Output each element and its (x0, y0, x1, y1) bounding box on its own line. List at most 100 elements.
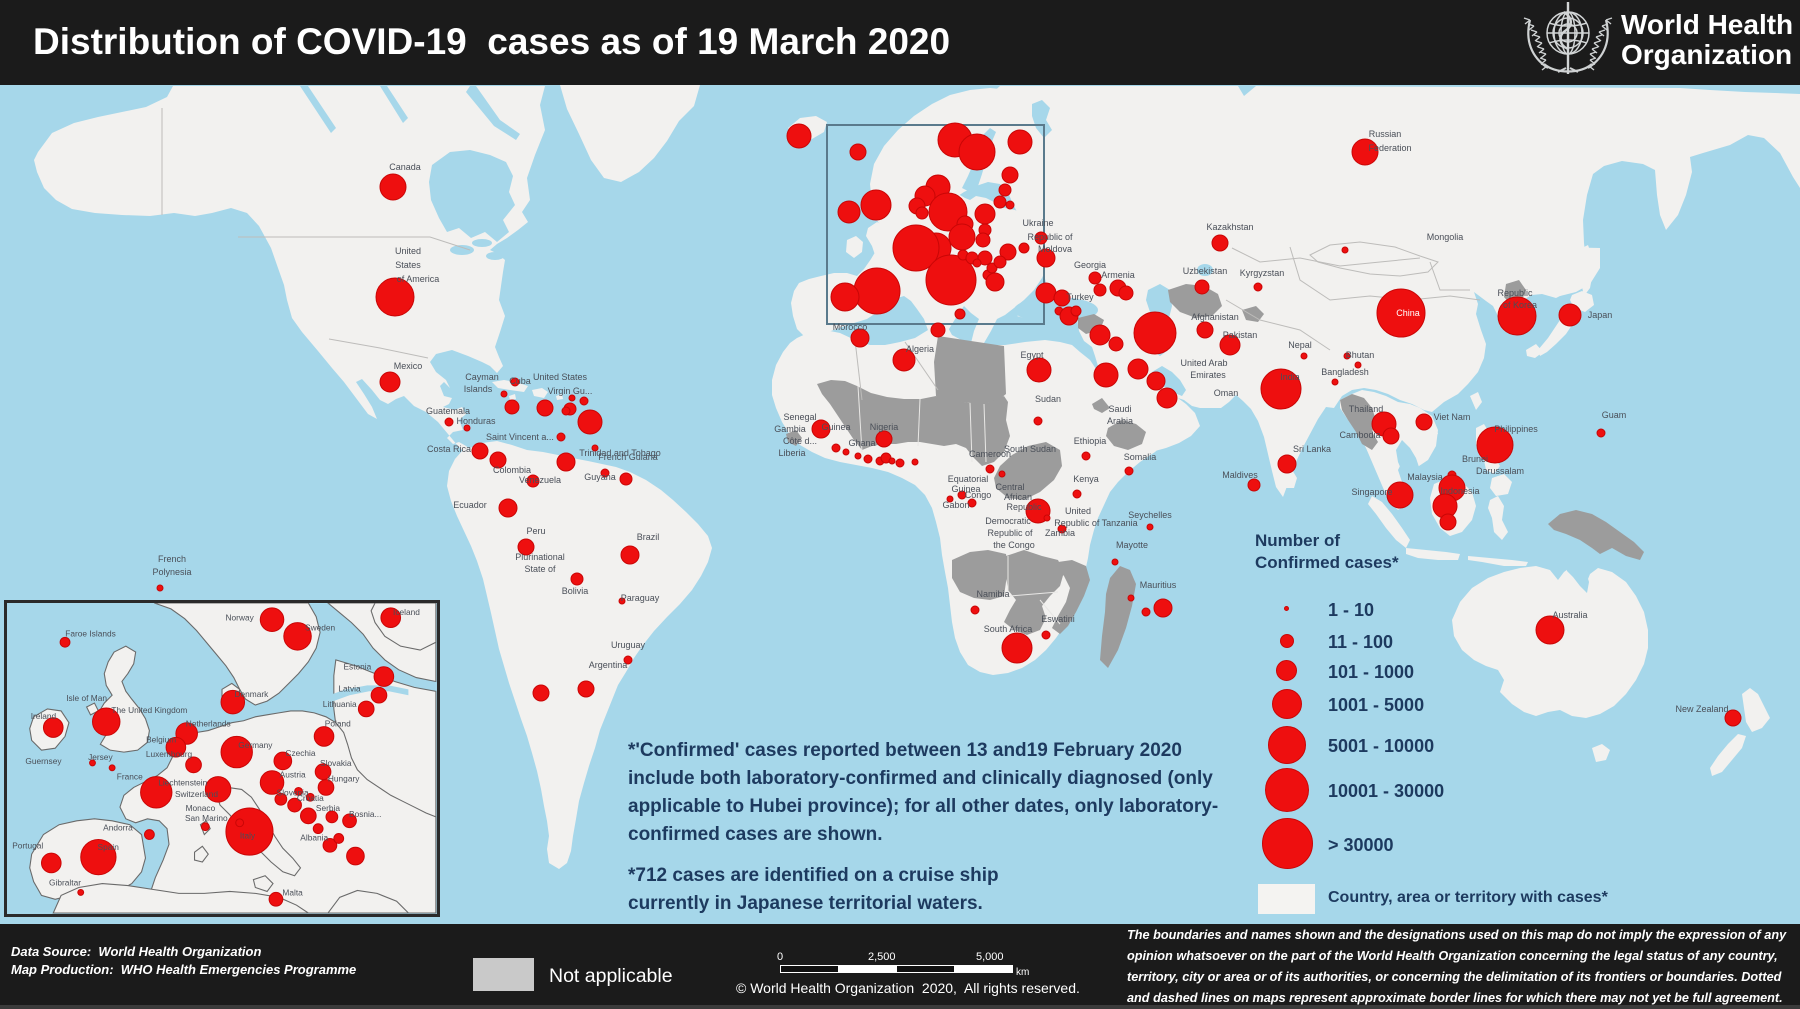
svg-text:Gabon: Gabon (942, 500, 969, 510)
svg-text:Kyrgyzstan: Kyrgyzstan (1240, 268, 1285, 278)
svg-text:Liberia: Liberia (778, 448, 805, 458)
svg-text:Ukraine: Ukraine (1022, 218, 1053, 228)
svg-text:Bosnia...: Bosnia... (349, 809, 381, 819)
svg-text:Cambodia: Cambodia (1339, 430, 1380, 440)
svg-text:Viet Nam: Viet Nam (1434, 412, 1471, 422)
svg-text:United: United (1065, 506, 1091, 516)
svg-text:Bolivia: Bolivia (562, 586, 589, 596)
svg-text:African: African (1004, 492, 1032, 502)
svg-text:Costa Rica: Costa Rica (427, 444, 471, 454)
svg-text:Central: Central (995, 482, 1024, 492)
svg-text:Congo: Congo (965, 490, 992, 500)
svg-text:Republic of Tanzania: Republic of Tanzania (1054, 518, 1137, 528)
svg-text:Cayman: Cayman (465, 372, 499, 382)
svg-text:the Congo: the Congo (993, 540, 1035, 550)
svg-text:Philippines: Philippines (1494, 424, 1538, 434)
svg-text:Democratic: Democratic (985, 516, 1031, 526)
svg-text:Kazakhstan: Kazakhstan (1206, 222, 1253, 232)
svg-text:Singapore: Singapore (1351, 487, 1392, 497)
svg-text:Uruguay: Uruguay (611, 640, 646, 650)
svg-text:km: km (1016, 967, 1029, 978)
svg-text:Federation: Federation (1368, 143, 1411, 153)
svg-text:Mexico: Mexico (394, 361, 423, 371)
svg-text:Guinea: Guinea (951, 484, 980, 494)
svg-text:Eswatini: Eswatini (1041, 614, 1075, 624)
svg-text:Andorra: Andorra (103, 823, 133, 833)
svg-text:Mayotte: Mayotte (1116, 540, 1148, 550)
svg-text:Austria: Austria (280, 770, 306, 780)
svg-text:Republic of: Republic of (987, 528, 1033, 538)
svg-text:Isle of Man: Isle of Man (66, 693, 107, 703)
svg-text:Nepal: Nepal (1288, 340, 1312, 350)
svg-text:Polynesia: Polynesia (152, 567, 191, 577)
svg-text:Liechtenstein: Liechtenstein (158, 777, 207, 787)
svg-text:Ethiopia: Ethiopia (1074, 436, 1107, 446)
svg-text:Sudan: Sudan (1035, 394, 1061, 404)
svg-text:Argentina: Argentina (589, 660, 628, 670)
svg-text:Faroe Islands: Faroe Islands (65, 628, 115, 638)
svg-text:New Zealand: New Zealand (1675, 704, 1728, 714)
svg-text:Indonesia: Indonesia (1440, 486, 1479, 496)
svg-text:Russian: Russian (1369, 129, 1402, 139)
svg-text:San Marino: San Marino (185, 813, 228, 823)
svg-text:Côte d...: Côte d... (783, 436, 817, 446)
svg-text:Slovenia: Slovenia (277, 787, 309, 797)
svg-text:Guinea: Guinea (821, 422, 850, 432)
svg-text:of Korea: of Korea (1503, 300, 1537, 310)
svg-text:Japan: Japan (1588, 310, 1613, 320)
svg-text:Algeria: Algeria (906, 344, 934, 354)
svg-text:Spain: Spain (98, 842, 120, 852)
svg-text:Turkey: Turkey (1066, 292, 1094, 302)
svg-text:United Arab: United Arab (1180, 358, 1227, 368)
svg-text:Pakistan: Pakistan (1223, 330, 1258, 340)
svg-text:Denmark: Denmark (235, 689, 270, 699)
svg-text:South Sudan: South Sudan (1004, 444, 1056, 454)
svg-text:Egypt: Egypt (1020, 350, 1044, 360)
svg-text:Zambia: Zambia (1045, 528, 1075, 538)
svg-text:Luxembourg: Luxembourg (146, 749, 193, 759)
svg-text:Republic of: Republic of (1027, 232, 1073, 242)
svg-text:Guam: Guam (1602, 410, 1627, 420)
svg-text:Oman: Oman (1214, 388, 1239, 398)
svg-text:Saudi: Saudi (1108, 404, 1131, 414)
svg-text:Islands: Islands (464, 384, 493, 394)
svg-text:Georgia: Georgia (1074, 260, 1106, 270)
svg-text:Iceland: Iceland (393, 607, 420, 617)
svg-text:Peru: Peru (526, 526, 545, 536)
svg-text:of America: of America (397, 274, 440, 284)
svg-text:Republic: Republic (1497, 288, 1533, 298)
svg-text:Emirates: Emirates (1190, 370, 1226, 380)
svg-text:Afghanistan: Afghanistan (1191, 312, 1239, 322)
svg-text:Arabia: Arabia (1107, 416, 1133, 426)
svg-text:Saint Vincent a...: Saint Vincent a... (486, 432, 554, 442)
svg-text:Republic: Republic (1006, 502, 1042, 512)
svg-text:Equatorial: Equatorial (948, 474, 989, 484)
svg-text:Malaysia: Malaysia (1407, 472, 1443, 482)
svg-text:Senegal: Senegal (783, 412, 816, 422)
svg-text:Czechia: Czechia (285, 748, 315, 758)
svg-text:French: French (158, 554, 186, 564)
svg-text:Canada: Canada (389, 162, 421, 172)
svg-text:Thailand: Thailand (1349, 404, 1384, 414)
svg-text:Ghana: Ghana (848, 438, 875, 448)
svg-text:Honduras: Honduras (456, 416, 496, 426)
svg-text:Jersey: Jersey (88, 752, 113, 762)
svg-text:Seychelles: Seychelles (1128, 510, 1172, 520)
svg-text:Ireland: Ireland (31, 711, 57, 721)
svg-text:Darussalam: Darussalam (1476, 466, 1524, 476)
svg-text:India: India (1280, 372, 1300, 382)
svg-text:Switzerland: Switzerland (175, 789, 218, 799)
svg-text:Hungary: Hungary (328, 774, 360, 784)
svg-text:Trinidad and Tobago: Trinidad and Tobago (579, 448, 661, 458)
svg-text:Bhutan: Bhutan (1346, 350, 1375, 360)
svg-text:Guyana: Guyana (584, 472, 616, 482)
svg-text:United: United (395, 246, 421, 256)
svg-text:Germany: Germany (238, 740, 273, 750)
svg-text:Plurinational: Plurinational (515, 552, 565, 562)
svg-text:Cuba: Cuba (509, 376, 531, 386)
svg-text:Colombia: Colombia (493, 465, 531, 475)
svg-text:China: China (1396, 308, 1420, 318)
svg-text:State of: State of (524, 564, 556, 574)
svg-text:Serbia: Serbia (316, 803, 340, 813)
svg-text:The United Kingdom: The United Kingdom (111, 705, 187, 715)
